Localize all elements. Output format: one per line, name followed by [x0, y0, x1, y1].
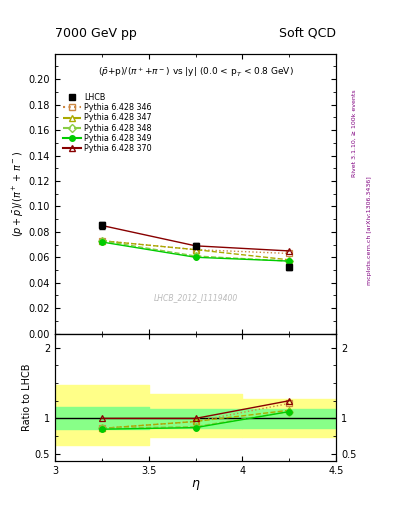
- Pythia 6.428 346: [99, 238, 104, 244]
- Text: LHCB_2012_I1119400: LHCB_2012_I1119400: [153, 293, 238, 302]
- Pythia 6.428 346: [287, 250, 292, 257]
- Y-axis label: Ratio to LHCB: Ratio to LHCB: [22, 364, 32, 431]
- Pythia 6.428 370: [193, 243, 198, 249]
- Line: Pythia 6.428 347: Pythia 6.428 347: [99, 238, 292, 263]
- Line: Pythia 6.428 346: Pythia 6.428 346: [99, 238, 292, 256]
- Pythia 6.428 347: [287, 257, 292, 263]
- Line: Pythia 6.428 370: Pythia 6.428 370: [99, 223, 292, 254]
- Text: Rivet 3.1.10, ≥ 100k events: Rivet 3.1.10, ≥ 100k events: [352, 89, 357, 177]
- Pythia 6.428 348: [287, 258, 292, 264]
- Line: Pythia 6.428 349: Pythia 6.428 349: [99, 239, 292, 264]
- X-axis label: $\eta$: $\eta$: [191, 478, 200, 493]
- Pythia 6.428 346: [193, 247, 198, 253]
- Text: 7000 GeV pp: 7000 GeV pp: [55, 27, 137, 40]
- Line: Pythia 6.428 348: Pythia 6.428 348: [99, 238, 292, 264]
- Legend: LHCB, Pythia 6.428 346, Pythia 6.428 347, Pythia 6.428 348, Pythia 6.428 349, Py: LHCB, Pythia 6.428 346, Pythia 6.428 347…: [62, 91, 154, 155]
- Pythia 6.428 347: [193, 247, 198, 253]
- Y-axis label: $(p+\bar{p})/(\pi^+ + \pi^-)$: $(p+\bar{p})/(\pi^+ + \pi^-)$: [11, 151, 26, 237]
- Text: Soft QCD: Soft QCD: [279, 27, 336, 40]
- Pythia 6.428 370: [99, 222, 104, 228]
- Text: ($\bar{p}$+p)/($\pi^+$+$\pi^-$) vs |y| (0.0 < p$_T$ < 0.8 GeV): ($\bar{p}$+p)/($\pi^+$+$\pi^-$) vs |y| (…: [97, 65, 294, 79]
- Pythia 6.428 349: [193, 254, 198, 261]
- Pythia 6.428 347: [99, 238, 104, 244]
- Text: mcplots.cern.ch [arXiv:1306.3436]: mcplots.cern.ch [arXiv:1306.3436]: [367, 176, 373, 285]
- Pythia 6.428 348: [99, 238, 104, 244]
- Pythia 6.428 348: [193, 253, 198, 259]
- Pythia 6.428 349: [287, 258, 292, 264]
- Pythia 6.428 370: [287, 248, 292, 254]
- Pythia 6.428 349: [99, 239, 104, 245]
